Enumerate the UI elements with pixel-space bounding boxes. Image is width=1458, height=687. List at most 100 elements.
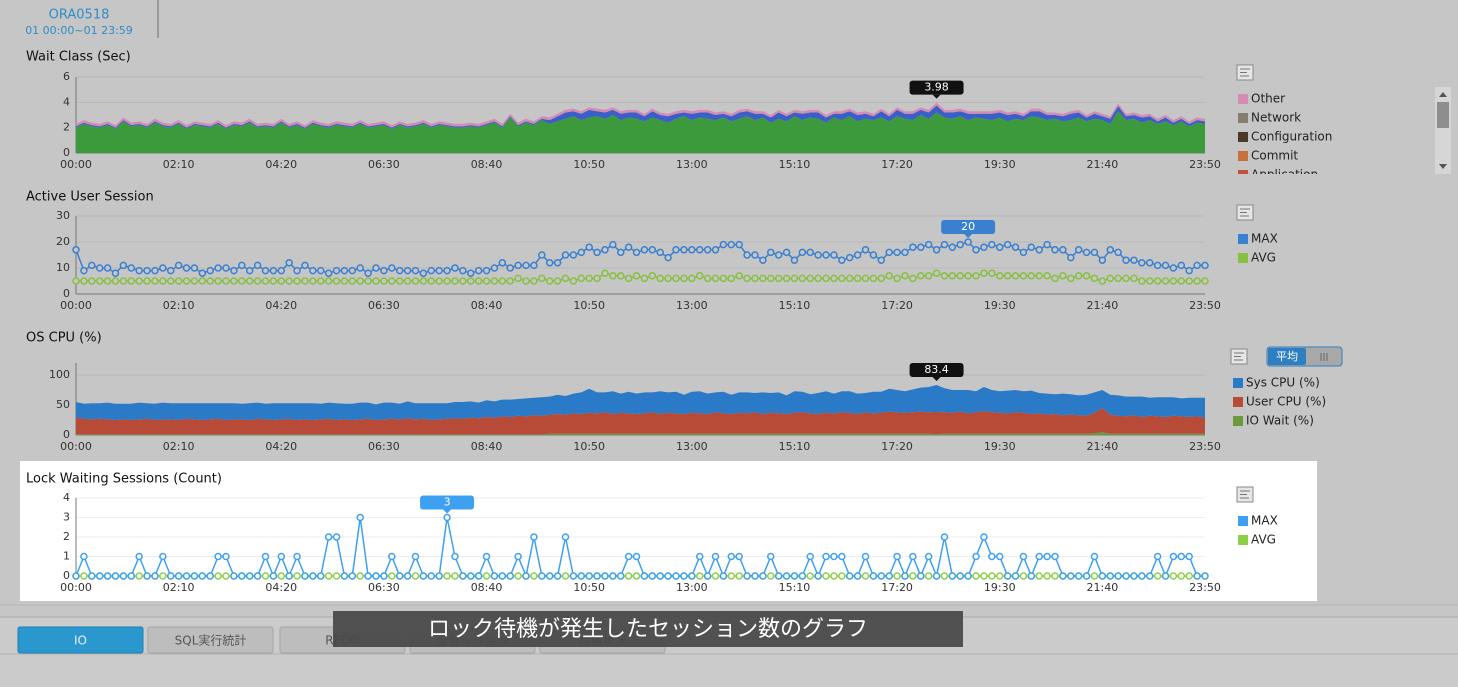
point bbox=[877, 572, 886, 580]
point bbox=[790, 256, 799, 264]
legend-swatch bbox=[1238, 151, 1248, 161]
point bbox=[632, 248, 641, 257]
legend: MAX AVG bbox=[1238, 514, 1278, 547]
point bbox=[309, 277, 317, 285]
point bbox=[893, 248, 901, 257]
point bbox=[585, 243, 593, 251]
point bbox=[1043, 272, 1051, 280]
point bbox=[1098, 277, 1107, 285]
point bbox=[238, 572, 246, 580]
point bbox=[972, 552, 980, 561]
point bbox=[198, 269, 207, 277]
x-tick-label: 08:40 bbox=[471, 299, 503, 312]
tooltip-label: 3.98 bbox=[924, 81, 949, 94]
point bbox=[711, 552, 720, 561]
point bbox=[443, 277, 451, 285]
point bbox=[1019, 272, 1028, 280]
scrollbar-thumb[interactable] bbox=[1437, 102, 1449, 128]
export-icon-glyph[interactable] bbox=[1240, 68, 1250, 77]
charts: Wait Class (Sec) 0 2 4 6 00:00 02:10 04:20 06:30… bbox=[26, 50, 1332, 595]
tab-label[interactable]: SQL実行統計 bbox=[175, 633, 247, 648]
point bbox=[1043, 572, 1051, 580]
point bbox=[814, 274, 822, 283]
point bbox=[427, 277, 436, 285]
y-tick-label: 2 bbox=[63, 530, 70, 543]
point bbox=[545, 277, 554, 285]
scrollbar[interactable] bbox=[1435, 87, 1451, 174]
point bbox=[1193, 261, 1201, 270]
chart: Active User Session 0 10 20 30 00:00 02:10 04:2… bbox=[26, 190, 1278, 313]
point bbox=[1090, 552, 1099, 561]
point bbox=[640, 572, 649, 580]
export-icon-glyph[interactable] bbox=[1240, 490, 1250, 499]
point bbox=[688, 274, 696, 283]
point bbox=[443, 513, 451, 522]
point bbox=[159, 277, 167, 285]
point bbox=[909, 572, 917, 580]
point bbox=[1074, 572, 1083, 580]
point bbox=[80, 572, 88, 580]
export-icon-glyph[interactable] bbox=[1234, 352, 1244, 361]
point bbox=[735, 572, 743, 580]
area-series bbox=[76, 384, 1205, 420]
point bbox=[940, 533, 949, 541]
point bbox=[648, 246, 657, 254]
point bbox=[88, 277, 96, 285]
point bbox=[380, 277, 388, 285]
point bbox=[932, 269, 941, 277]
tab-label[interactable]: IO bbox=[74, 634, 87, 648]
plot-area bbox=[72, 238, 1209, 285]
point bbox=[143, 572, 151, 580]
y-tick-label: 6 bbox=[63, 70, 70, 83]
y-tick-label: 100 bbox=[49, 368, 70, 381]
y-tick-label: 0 bbox=[63, 287, 70, 300]
instance-name[interactable]: ORA0518 bbox=[49, 8, 110, 23]
legend-label: MAX bbox=[1251, 514, 1278, 528]
tooltip-label: 83.4 bbox=[924, 363, 949, 376]
point bbox=[995, 552, 1004, 561]
point bbox=[680, 246, 688, 254]
point bbox=[261, 552, 270, 561]
point bbox=[830, 274, 838, 283]
x-tick-label: 02:10 bbox=[163, 158, 195, 171]
tab[interactable] bbox=[147, 626, 274, 654]
x-tick-label: 08:40 bbox=[471, 440, 503, 453]
point bbox=[443, 266, 451, 275]
point bbox=[435, 572, 443, 580]
point bbox=[948, 243, 957, 251]
point bbox=[222, 277, 230, 285]
point bbox=[1153, 552, 1162, 561]
y-tick-label: 4 bbox=[63, 95, 70, 108]
point bbox=[988, 552, 996, 561]
legend-swatch bbox=[1238, 132, 1248, 142]
toggle-on[interactable] bbox=[1268, 348, 1306, 365]
point bbox=[403, 266, 412, 275]
x-tick-label: 17:20 bbox=[881, 299, 913, 312]
point bbox=[893, 552, 901, 561]
point bbox=[80, 277, 88, 285]
tab[interactable] bbox=[17, 626, 144, 654]
export-icon-glyph[interactable] bbox=[1240, 208, 1250, 217]
tooltip-pointer bbox=[932, 94, 941, 99]
point bbox=[506, 572, 514, 580]
legend-swatch bbox=[1238, 234, 1248, 244]
point bbox=[372, 264, 380, 272]
toggle-label[interactable]: 平均 bbox=[1276, 349, 1298, 363]
point bbox=[459, 572, 467, 580]
point bbox=[664, 274, 672, 283]
point bbox=[917, 572, 925, 580]
point bbox=[1019, 572, 1028, 580]
point bbox=[395, 277, 404, 285]
point bbox=[395, 266, 404, 275]
point bbox=[640, 246, 649, 254]
point bbox=[1122, 274, 1130, 283]
point bbox=[364, 269, 372, 277]
point bbox=[419, 277, 428, 285]
point bbox=[427, 572, 436, 580]
point bbox=[782, 248, 791, 257]
y-tick-label: 2 bbox=[63, 121, 70, 134]
point bbox=[190, 264, 199, 272]
point bbox=[324, 269, 333, 277]
point bbox=[593, 274, 601, 283]
point bbox=[261, 572, 270, 580]
